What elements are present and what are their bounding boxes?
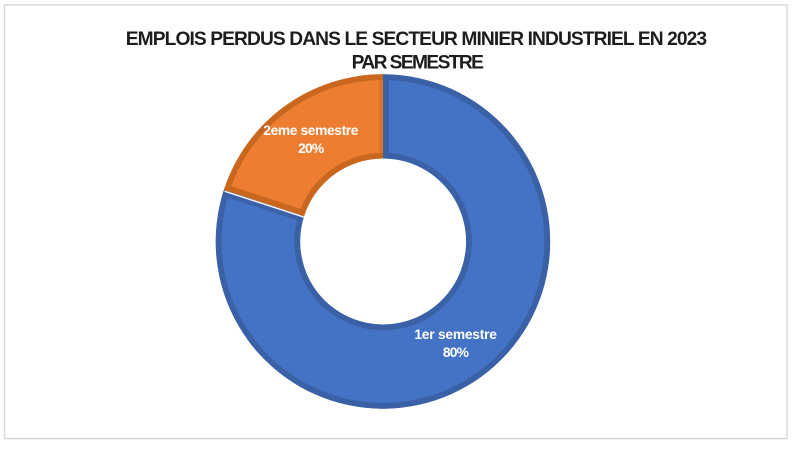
svg-text:PAR SEMESTRE: PAR SEMESTRE xyxy=(352,53,485,74)
svg-text:80%: 80% xyxy=(443,345,469,360)
svg-text:EMPLOIS PERDUS DANS LE SECTEUR: EMPLOIS PERDUS DANS LE SECTEUR MINIER IN… xyxy=(126,29,707,50)
svg-text:2eme semestre: 2eme semestre xyxy=(263,123,358,138)
svg-text:20%: 20% xyxy=(298,141,324,156)
svg-text:1er semestre: 1er semestre xyxy=(414,327,497,342)
